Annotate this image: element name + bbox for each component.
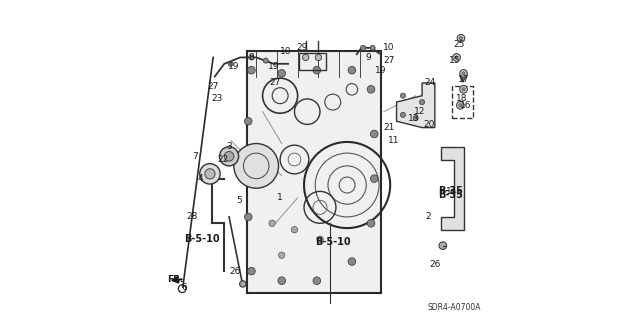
Text: B-35: B-35	[438, 189, 463, 200]
Text: 6: 6	[182, 283, 188, 292]
Text: 19: 19	[268, 63, 280, 71]
Text: 25: 25	[453, 40, 465, 49]
Circle shape	[316, 54, 321, 61]
Circle shape	[249, 55, 254, 60]
Text: 23: 23	[212, 94, 223, 103]
Circle shape	[317, 236, 323, 242]
Text: 18: 18	[456, 94, 467, 103]
Circle shape	[439, 242, 447, 249]
Text: 19: 19	[227, 63, 239, 71]
Text: 27: 27	[269, 78, 280, 87]
Circle shape	[459, 104, 462, 107]
Text: 27: 27	[207, 82, 219, 91]
Bar	[452, 86, 473, 118]
Text: 1: 1	[277, 193, 283, 202]
Text: SDR4-A0700A: SDR4-A0700A	[428, 303, 481, 312]
Circle shape	[278, 277, 285, 285]
Text: 11: 11	[388, 136, 399, 145]
Bar	[300, 53, 326, 70]
Text: 10: 10	[383, 43, 394, 52]
Text: 19: 19	[375, 66, 387, 75]
Text: 4: 4	[198, 174, 204, 183]
Circle shape	[220, 147, 239, 166]
Text: B-5-10: B-5-10	[184, 234, 220, 244]
Circle shape	[452, 54, 460, 61]
Text: 3: 3	[226, 142, 232, 151]
Circle shape	[234, 144, 278, 188]
Text: 27: 27	[383, 56, 394, 65]
Circle shape	[313, 277, 321, 285]
Circle shape	[205, 169, 215, 179]
Circle shape	[263, 58, 268, 63]
Text: 5: 5	[237, 197, 243, 205]
Text: 12: 12	[414, 107, 425, 116]
Circle shape	[413, 115, 419, 121]
Text: 28: 28	[187, 212, 198, 221]
Text: 26: 26	[230, 267, 241, 276]
Circle shape	[457, 34, 465, 42]
Circle shape	[244, 213, 252, 221]
Text: 7: 7	[192, 152, 198, 161]
Text: 2: 2	[426, 212, 431, 221]
Bar	[246, 51, 381, 293]
Text: B-35: B-35	[438, 186, 463, 197]
Text: 9: 9	[365, 53, 371, 62]
Text: 8: 8	[248, 53, 253, 62]
Circle shape	[367, 85, 375, 93]
Circle shape	[200, 164, 220, 184]
Circle shape	[370, 45, 375, 50]
Circle shape	[278, 70, 285, 77]
Text: 15: 15	[449, 56, 460, 65]
Circle shape	[371, 130, 378, 138]
Text: 14: 14	[445, 187, 457, 196]
Circle shape	[460, 85, 467, 93]
Text: 29: 29	[296, 43, 308, 52]
Text: 16: 16	[460, 101, 471, 110]
Text: 24: 24	[424, 78, 436, 87]
Circle shape	[244, 117, 252, 125]
Polygon shape	[397, 83, 435, 128]
Circle shape	[248, 267, 255, 275]
Circle shape	[367, 219, 375, 227]
Text: 26: 26	[430, 260, 441, 269]
Circle shape	[348, 258, 356, 265]
Text: 21: 21	[384, 123, 396, 132]
Text: 22: 22	[218, 155, 229, 164]
Text: B-5-10: B-5-10	[315, 237, 351, 248]
Circle shape	[239, 281, 246, 287]
Circle shape	[456, 101, 464, 109]
Text: 10: 10	[280, 47, 291, 56]
Circle shape	[462, 72, 465, 75]
Circle shape	[291, 226, 298, 233]
Circle shape	[278, 252, 285, 258]
Circle shape	[460, 70, 467, 77]
Circle shape	[248, 66, 255, 74]
Circle shape	[360, 45, 365, 50]
Circle shape	[348, 66, 356, 74]
Text: 20: 20	[424, 120, 435, 129]
Circle shape	[460, 37, 463, 40]
Polygon shape	[441, 147, 463, 230]
Circle shape	[420, 100, 424, 105]
Circle shape	[269, 220, 275, 226]
Circle shape	[303, 54, 309, 61]
Circle shape	[401, 93, 406, 98]
Circle shape	[462, 88, 465, 91]
Circle shape	[455, 56, 458, 59]
Text: 17: 17	[458, 75, 470, 84]
Circle shape	[401, 112, 406, 117]
Text: FR.: FR.	[168, 275, 184, 284]
Circle shape	[313, 66, 321, 74]
Circle shape	[224, 152, 234, 161]
Circle shape	[228, 61, 233, 66]
Text: 13: 13	[408, 114, 419, 122]
Circle shape	[371, 175, 378, 182]
